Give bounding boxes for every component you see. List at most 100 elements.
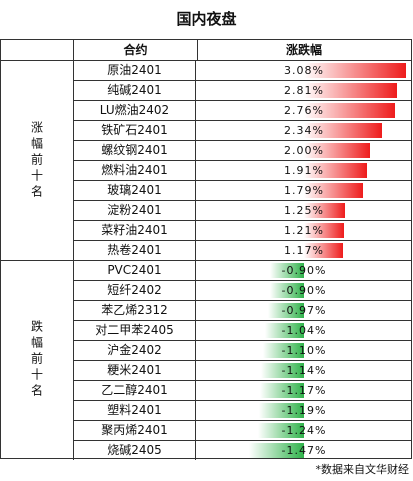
contract-name: 淀粉2401 bbox=[73, 201, 196, 220]
table-header: 合约 涨跌幅 bbox=[1, 40, 411, 61]
change-bar bbox=[265, 323, 304, 338]
change-cell: 1.17% bbox=[197, 241, 411, 260]
change-bar bbox=[304, 83, 398, 98]
header-change: 涨跌幅 bbox=[285, 43, 322, 57]
contract-name: 聚丙烯2401 bbox=[73, 421, 196, 440]
contract-name: 铁矿石2401 bbox=[73, 121, 196, 140]
table-row: 螺纹钢2401 2.00% bbox=[73, 141, 411, 161]
table-row: 沪金2402 -1.10% bbox=[73, 341, 411, 361]
change-cell: -1.17% bbox=[197, 381, 411, 400]
change-bar bbox=[304, 203, 346, 218]
contract-name: 燃料油2401 bbox=[73, 161, 196, 180]
table-row: 聚丙烯2401 -1.24% bbox=[73, 421, 411, 441]
change-cell: 1.91% bbox=[197, 161, 411, 180]
gainers-label: 涨幅前十名 bbox=[1, 61, 74, 260]
change-bar bbox=[270, 283, 304, 298]
contract-name: 原油2401 bbox=[73, 61, 196, 80]
change-value: -1.19% bbox=[281, 404, 327, 417]
change-cell: -1.24% bbox=[197, 421, 411, 440]
change-value: 1.17% bbox=[284, 244, 324, 257]
change-cell: -1.19% bbox=[197, 401, 411, 420]
ranking-table: 合约 涨跌幅 涨幅前十名 原油2401 3.08% 纯碱2401 2.81% LU燃油2… bbox=[0, 39, 412, 460]
losers-label: 跌幅前十名 bbox=[1, 261, 74, 458]
change-value: 3.08% bbox=[284, 64, 324, 77]
change-cell: 2.81% bbox=[197, 81, 411, 100]
change-bar bbox=[304, 143, 371, 158]
change-value: -1.24% bbox=[281, 424, 327, 437]
contract-name: 玻璃2401 bbox=[73, 181, 196, 200]
table-row: PVC2401 -0.90% bbox=[73, 261, 411, 281]
change-cell: 2.00% bbox=[197, 141, 411, 160]
table-row: 粳米2401 -1.14% bbox=[73, 361, 411, 381]
change-value: 2.81% bbox=[284, 84, 324, 97]
change-cell: 2.34% bbox=[197, 121, 411, 140]
change-bar bbox=[270, 263, 304, 278]
header-contract: 合约 bbox=[73, 40, 198, 60]
change-bar bbox=[259, 403, 304, 418]
change-cell: 1.25% bbox=[197, 201, 411, 220]
contract-name: LU燃油2402 bbox=[73, 101, 196, 120]
losers-group: 跌幅前十名 PVC2401 -0.90% 短纤2402 -0.90% 苯乙烯2312 -0… bbox=[1, 261, 411, 460]
contract-name: 对二甲苯2405 bbox=[73, 321, 196, 340]
table-row: 短纤2402 -0.90% bbox=[73, 281, 411, 301]
change-cell: -1.14% bbox=[197, 361, 411, 380]
contract-name: 沪金2402 bbox=[73, 341, 196, 360]
change-cell: 1.21% bbox=[197, 221, 411, 240]
change-cell: 2.76% bbox=[197, 101, 411, 120]
change-value: -0.90% bbox=[281, 284, 327, 297]
table-row: 纯碱2401 2.81% bbox=[73, 81, 411, 101]
change-bar bbox=[304, 63, 407, 78]
change-bar bbox=[260, 383, 304, 398]
change-bar bbox=[304, 123, 382, 138]
contract-name: PVC2401 bbox=[73, 261, 196, 280]
table-row: LU燃油2402 2.76% bbox=[73, 101, 411, 121]
change-value: -1.47% bbox=[281, 444, 327, 457]
change-bar bbox=[304, 103, 396, 118]
change-bar bbox=[257, 423, 304, 438]
contract-name: 螺纹钢2401 bbox=[73, 141, 196, 160]
contract-name: 粳米2401 bbox=[73, 361, 196, 380]
source-note: *数据来自文华财经 bbox=[315, 463, 410, 476]
change-bar bbox=[304, 183, 364, 198]
gainers-group: 涨幅前十名 原油2401 3.08% 纯碱2401 2.81% LU燃油2402 2.76… bbox=[1, 61, 411, 261]
change-value: -0.97% bbox=[281, 304, 327, 317]
table-row: 淀粉2401 1.25% bbox=[73, 201, 411, 221]
change-bar bbox=[248, 443, 304, 458]
contract-name: 苯乙烯2312 bbox=[73, 301, 196, 320]
table-row: 对二甲苯2405 -1.04% bbox=[73, 321, 411, 341]
change-value: -0.90% bbox=[281, 264, 327, 277]
change-value: 1.21% bbox=[284, 224, 324, 237]
change-cell: 3.08% bbox=[197, 61, 411, 80]
change-value: 1.79% bbox=[284, 184, 324, 197]
table-row: 烧碱2405 -1.47% bbox=[73, 441, 411, 460]
change-value: 2.34% bbox=[284, 124, 324, 137]
change-value: -1.04% bbox=[281, 324, 327, 337]
change-cell: -0.90% bbox=[197, 261, 411, 280]
page-title: 国内夜盘 bbox=[176, 10, 237, 28]
table-row: 铁矿石2401 2.34% bbox=[73, 121, 411, 141]
change-cell: -0.90% bbox=[197, 281, 411, 300]
table-row: 塑料2401 -1.19% bbox=[73, 401, 411, 421]
change-cell: -1.04% bbox=[197, 321, 411, 340]
contract-name: 纯碱2401 bbox=[73, 81, 196, 100]
table-row: 热卷2401 1.17% bbox=[73, 241, 411, 260]
change-bar bbox=[262, 343, 304, 358]
change-bar bbox=[261, 363, 304, 378]
table-row: 燃料油2401 1.91% bbox=[73, 161, 411, 181]
contract-name: 热卷2401 bbox=[73, 241, 196, 260]
change-cell: -1.10% bbox=[197, 341, 411, 360]
change-value: -1.14% bbox=[281, 364, 327, 377]
change-cell: -0.97% bbox=[197, 301, 411, 320]
table-row: 苯乙烯2312 -0.97% bbox=[73, 301, 411, 321]
contract-name: 塑料2401 bbox=[73, 401, 196, 420]
table-row: 乙二醇2401 -1.17% bbox=[73, 381, 411, 401]
change-bar bbox=[304, 163, 368, 178]
change-bar bbox=[267, 303, 304, 318]
change-value: 1.25% bbox=[284, 204, 324, 217]
change-value: 1.91% bbox=[284, 164, 324, 177]
table-row: 菜籽油2401 1.21% bbox=[73, 221, 411, 241]
change-bar bbox=[304, 243, 343, 258]
contract-name: 乙二醇2401 bbox=[73, 381, 196, 400]
change-value: 2.00% bbox=[284, 144, 324, 157]
change-cell: 1.79% bbox=[197, 181, 411, 200]
